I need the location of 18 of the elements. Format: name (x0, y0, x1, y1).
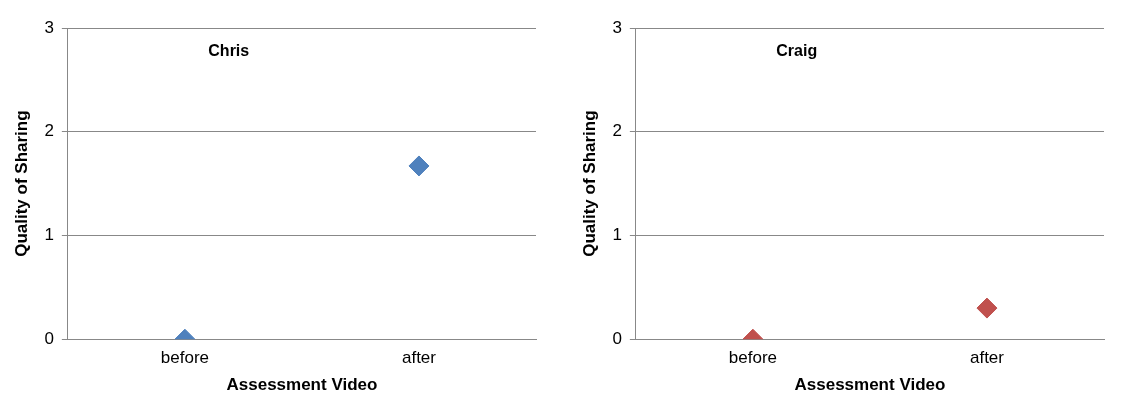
y-tick-label: 2 (44, 121, 54, 141)
x-tick-label: after (401, 348, 437, 368)
y-axis-title: Quality of Sharing (579, 110, 599, 257)
y-tick-label: 1 (612, 225, 622, 245)
y-tick-label: 3 (44, 17, 54, 37)
text: Chris (208, 42, 250, 60)
y-axis-title: Quality of Sharing (11, 110, 31, 257)
y-tick-label: 3 (612, 17, 622, 37)
y-tick-label: 0 (44, 328, 54, 348)
x-axis-title: Assessment Video (226, 375, 378, 395)
y-tick-label: 1 (44, 225, 54, 245)
x-tick-label: before (728, 348, 777, 368)
y-tick-label: 2 (612, 121, 622, 141)
x-tick-label: after (969, 348, 1005, 368)
x-axis-title: Assessment Video (794, 375, 946, 395)
y-tick-label: 0 (612, 328, 622, 348)
text: Craig (776, 42, 818, 60)
x-tick-label: before (160, 348, 209, 368)
